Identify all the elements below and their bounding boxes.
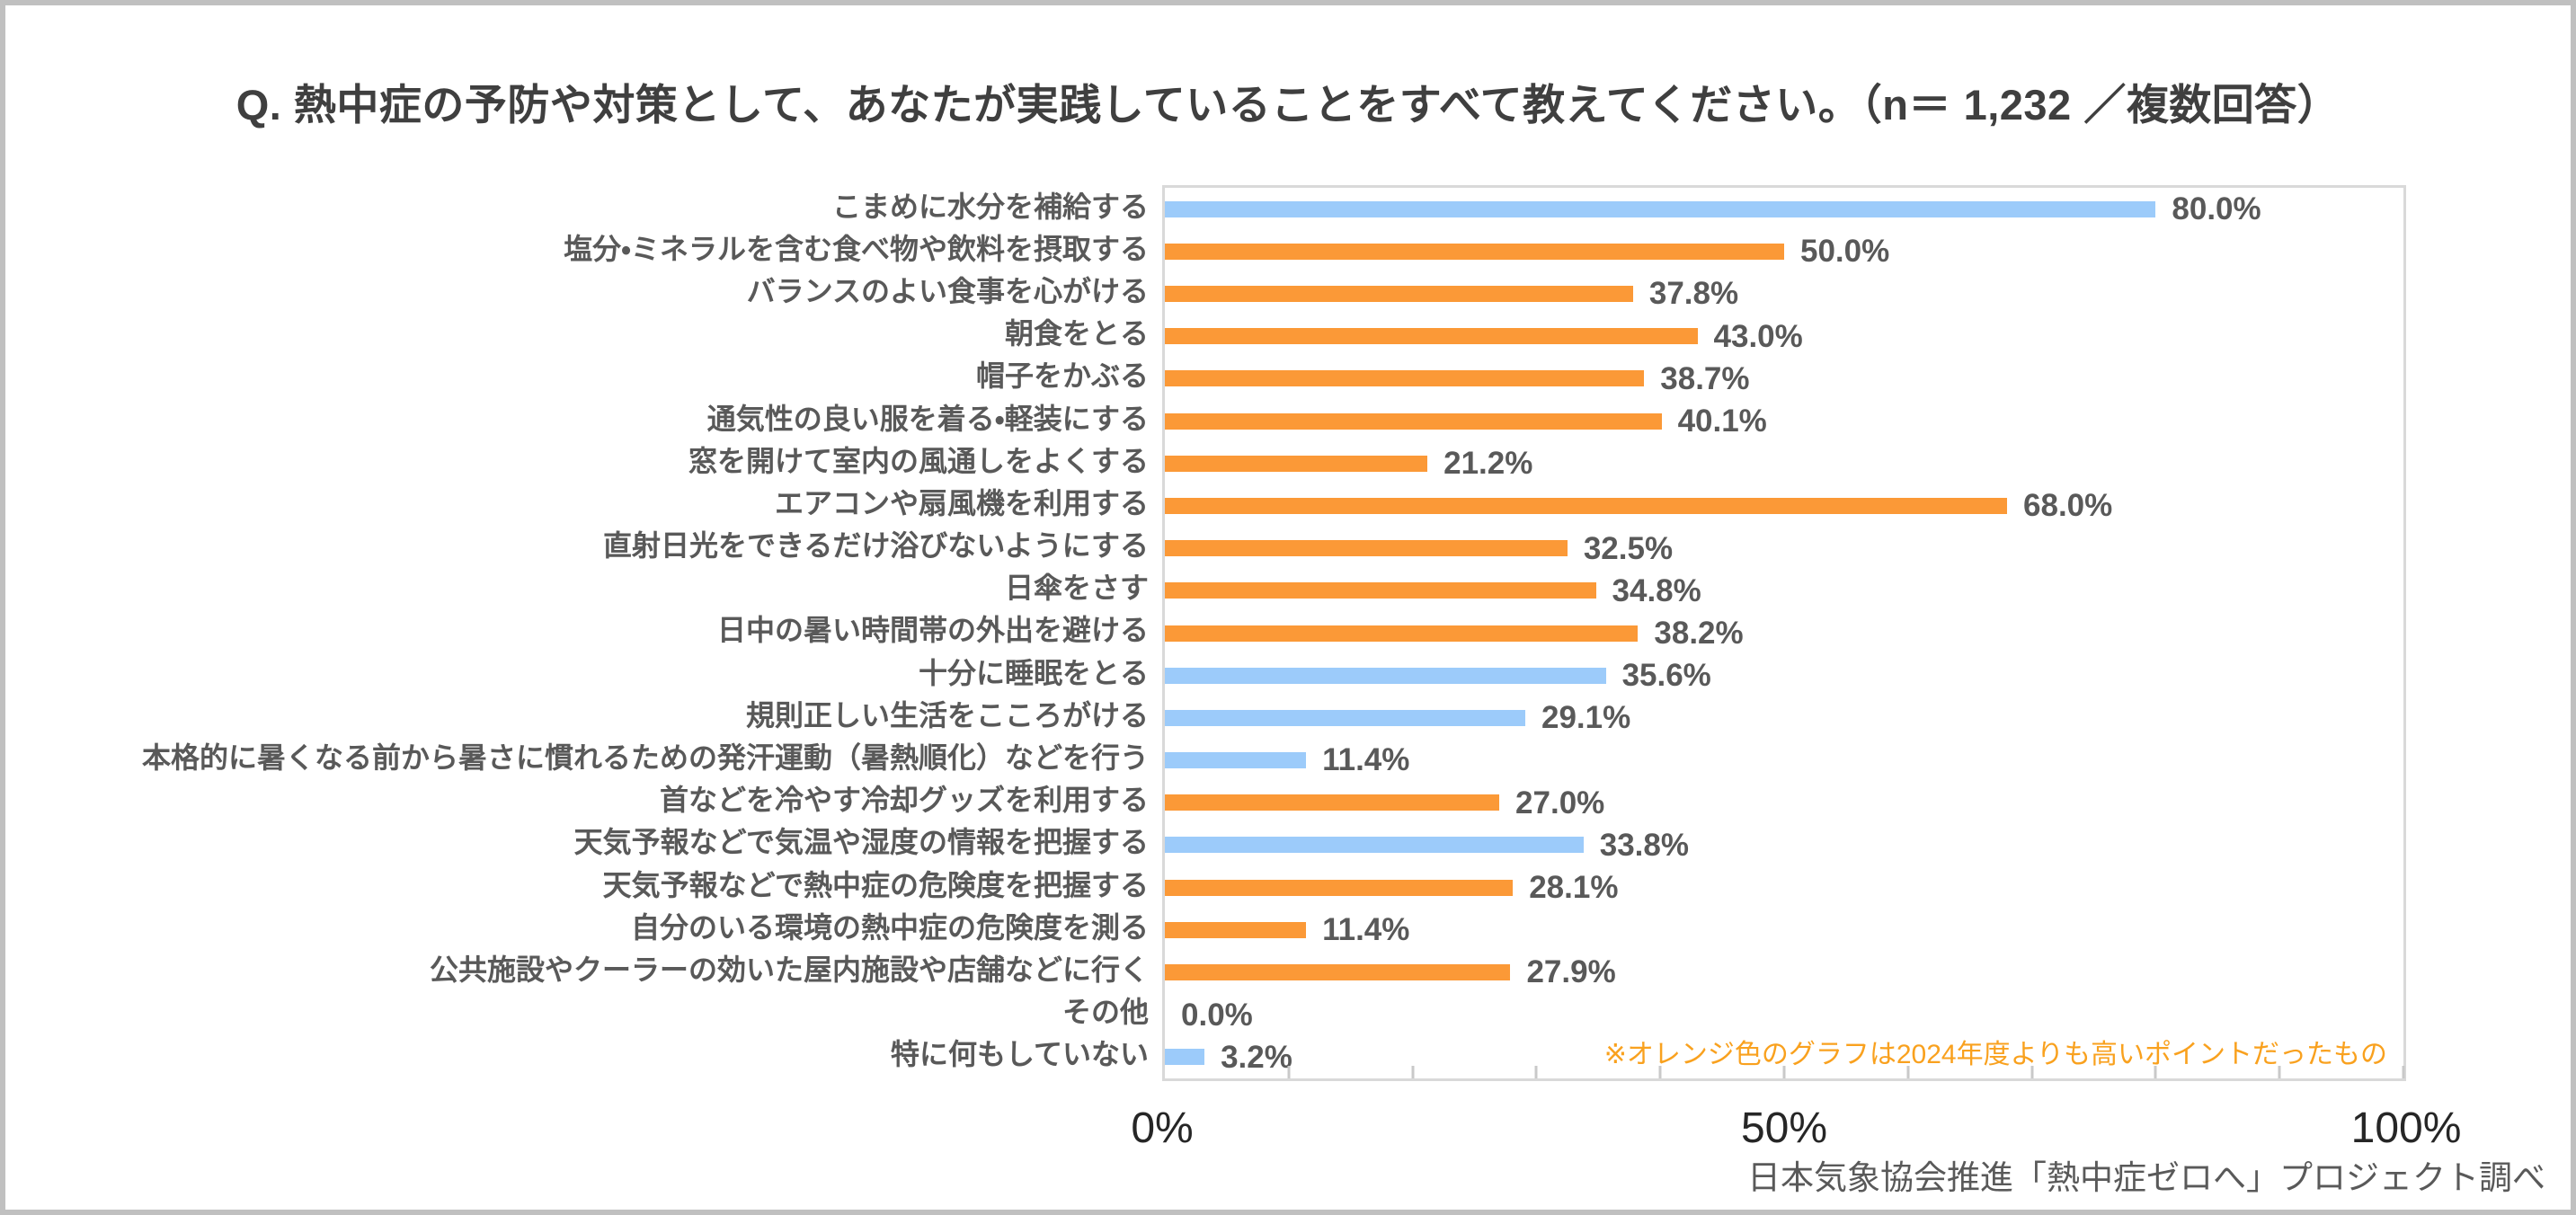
axis-minor-tick xyxy=(2154,1066,2157,1078)
x-axis-tick-label: 50% xyxy=(1740,1104,1828,1152)
category-label: 窓を開けて室内の風通しをよくする xyxy=(688,444,1149,477)
axis-minor-tick xyxy=(1906,1066,1910,1078)
value-label: 50.0% xyxy=(1800,234,1890,270)
category-label: 通気性の良い服を着る・軽装にする xyxy=(706,402,1149,435)
value-label: 21.2% xyxy=(1443,446,1533,482)
axis-minor-tick xyxy=(1287,1066,1291,1078)
category-label: 直射日光をできるだけ浴びないようにする xyxy=(602,529,1149,563)
category-label: 本格的に暑くなる前から暑さに慣れるための発汗運動（暑熱順化）などを行う xyxy=(141,741,1149,775)
chart-title: Q. 熱中症の予防や対策として、あなたが実践していることをすべて教えてください。… xyxy=(235,81,2341,129)
value-label: 28.1% xyxy=(1529,870,1619,906)
category-label: 帽子をかぶる xyxy=(975,359,1149,393)
axis-minor-tick xyxy=(1658,1066,1662,1078)
axis-minor-tick xyxy=(1411,1066,1415,1078)
category-label: 特に何もしていない xyxy=(890,1038,1149,1071)
bar xyxy=(1165,200,2156,217)
category-label: 首などを冷やす冷却グッズを利用する xyxy=(659,784,1149,817)
bar xyxy=(1165,837,1584,854)
bar xyxy=(1165,328,1698,345)
bar xyxy=(1165,455,1428,472)
category-label: 日傘をさす xyxy=(1004,572,1149,605)
bar xyxy=(1165,879,1514,896)
category-label: 天気予報などで気温や湿度の情報を把握する xyxy=(573,826,1149,859)
category-label: こまめに水分を補給する xyxy=(831,190,1149,223)
x-axis-tick-label: 0% xyxy=(1131,1104,1194,1152)
x-axis-tick-label: 100% xyxy=(2350,1104,2462,1152)
bar xyxy=(1165,921,1307,938)
value-label: 68.0% xyxy=(2023,488,2113,524)
category-label: その他 xyxy=(1061,996,1149,1029)
bar xyxy=(1165,667,1606,684)
value-label: 11.4% xyxy=(1322,912,1410,948)
value-label: 37.8% xyxy=(1648,276,1739,312)
category-label: バランスのよい食事を心がける xyxy=(746,274,1149,307)
category-label: エアコンや扇風機を利用する xyxy=(774,486,1149,519)
value-label: 34.8% xyxy=(1612,572,1701,608)
bar xyxy=(1165,625,1639,642)
bar xyxy=(1165,582,1596,599)
value-label: 27.0% xyxy=(1515,785,1605,820)
category-label: 塩分・ミネラルを含む食べ物や飲料を摂取する xyxy=(564,232,1149,265)
category-label: 天気予報などで熱中症の危険度を把握する xyxy=(602,868,1149,901)
axis-minor-tick xyxy=(1782,1066,1786,1078)
value-label: 43.0% xyxy=(1713,318,1803,354)
value-label: 0.0% xyxy=(1181,997,1253,1033)
bar xyxy=(1165,370,1645,387)
category-label: 公共施設やクーラーの効いた屋内施設や店舗などに行く xyxy=(429,953,1149,986)
axis-minor-tick xyxy=(2402,1066,2405,1078)
value-label: 33.8% xyxy=(1599,827,1689,863)
bar xyxy=(1165,497,2008,514)
value-label: 80.0% xyxy=(2172,191,2261,226)
bar xyxy=(1165,243,1784,260)
value-label: 3.2% xyxy=(1221,1039,1292,1075)
value-label: 27.9% xyxy=(1526,954,1616,990)
value-label: 11.4% xyxy=(1322,742,1410,778)
bar xyxy=(1165,412,1662,430)
category-label-column: こまめに水分を補給する塩分・ミネラルを含む食べ物や飲料を摂取するバランスのよい食… xyxy=(77,185,1149,1081)
category-label: 朝食をとる xyxy=(1004,317,1149,350)
value-label: 29.1% xyxy=(1541,700,1631,736)
legend-note: ※オレンジ色のグラフは2024年度よりも高いポイントだったもの xyxy=(1603,1040,2387,1069)
value-label: 40.1% xyxy=(1677,403,1767,439)
axis-minor-tick xyxy=(1534,1066,1538,1078)
value-label: 38.7% xyxy=(1660,360,1750,396)
category-label: 自分のいる環境の熱中症の危険度を測る xyxy=(630,910,1149,944)
value-label: 35.6% xyxy=(1621,658,1711,694)
source-credit: 日本気象協会推進「熱中症ゼロへ」プロジェクト調べ xyxy=(1747,1159,2545,1196)
value-label: 32.5% xyxy=(1583,530,1674,566)
category-label: 十分に睡眠をとる xyxy=(918,656,1149,689)
bar xyxy=(1165,964,1511,981)
category-label: 日中の暑い時間帯の外出を避ける xyxy=(716,614,1149,647)
axis-minor-tick xyxy=(2030,1066,2034,1078)
bar xyxy=(1165,1049,1205,1066)
x-axis: 0% 50% 100% xyxy=(1131,1104,2461,1157)
plot-area: ※オレンジ色のグラフは2024年度よりも高いポイントだったもの 80.0% 50.… xyxy=(1162,185,2406,1081)
bar xyxy=(1165,752,1307,769)
bar xyxy=(1165,794,1500,811)
bar xyxy=(1165,540,1568,557)
value-label: 38.2% xyxy=(1654,615,1744,651)
axis-minor-tick xyxy=(2278,1066,2281,1078)
bar xyxy=(1165,285,1633,302)
category-label: 規則正しい生活をこころがける xyxy=(745,698,1149,732)
bar xyxy=(1165,709,1525,726)
